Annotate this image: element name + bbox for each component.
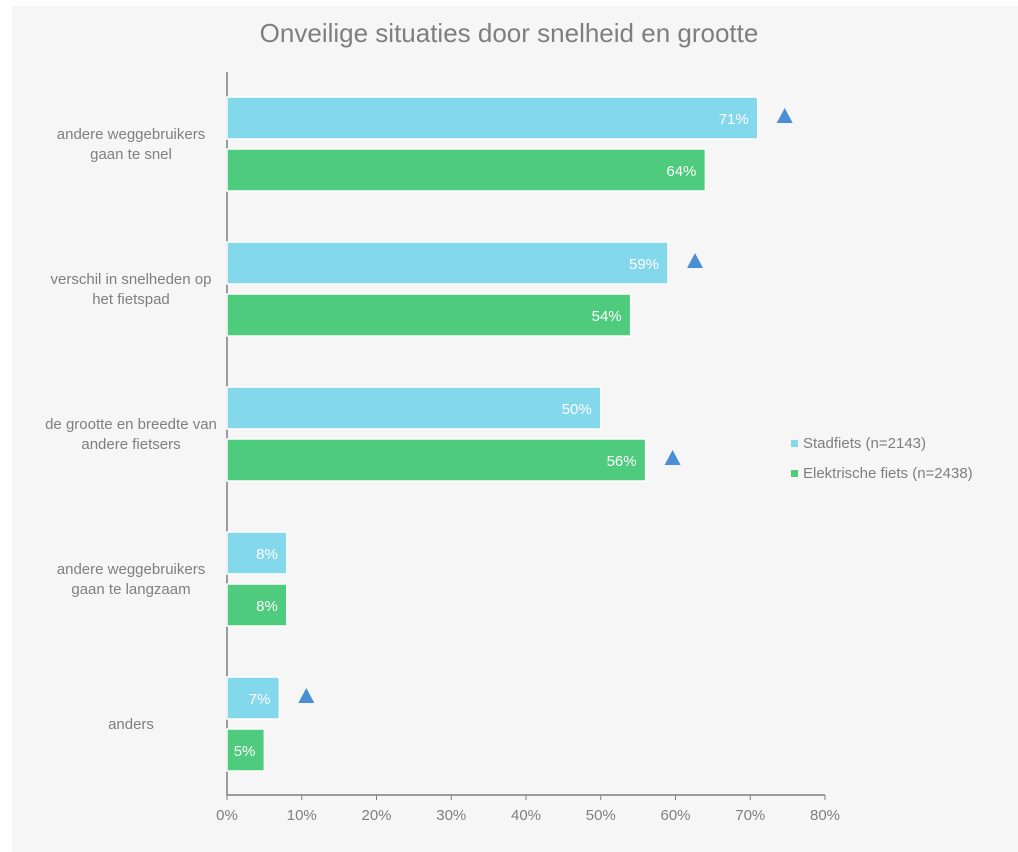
category-label: anders xyxy=(108,716,154,733)
bar-value-label: 7% xyxy=(249,691,271,708)
category-label: gaan te langzaam xyxy=(71,581,190,598)
bar-value-label: 5% xyxy=(234,743,256,760)
legend-label-stadfiets: Stadfiets (n=2143) xyxy=(803,434,926,452)
chart-title: Onveilige situaties door snelheid en gro… xyxy=(259,18,759,48)
bar-value-label: 59% xyxy=(629,256,659,273)
significance-marker-icon xyxy=(298,688,315,703)
x-tick-label: 0% xyxy=(216,807,238,824)
legend: Stadfiets (n=2143) Elektrische fiets (n=… xyxy=(791,428,973,488)
category-label: de grootte en breedte van xyxy=(45,416,217,433)
category-label: andere weggebruikers xyxy=(57,126,205,143)
legend-item-elektrische-fiets: Elektrische fiets (n=2438) xyxy=(791,458,973,488)
bar-value-label: 71% xyxy=(719,111,749,128)
bar xyxy=(226,96,759,140)
bar xyxy=(226,583,288,627)
x-tick-label: 10% xyxy=(287,807,317,824)
category-label: gaan te snel xyxy=(90,146,172,163)
bar-value-label: 8% xyxy=(256,598,278,615)
legend-label-elektrische-fiets: Elektrische fiets (n=2438) xyxy=(803,464,973,482)
category-label: het fietspad xyxy=(92,291,170,308)
category-label: andere fietsers xyxy=(81,436,180,453)
bar xyxy=(226,241,669,285)
significance-marker-icon xyxy=(664,450,681,465)
bar xyxy=(226,676,281,720)
bar-value-label: 8% xyxy=(256,546,278,563)
x-tick-label: 70% xyxy=(735,807,765,824)
bar-value-label: 54% xyxy=(592,308,622,325)
x-tick-label: 30% xyxy=(436,807,466,824)
legend-swatch-stadfiets xyxy=(791,439,798,447)
legend-item-stadfiets: Stadfiets (n=2143) xyxy=(791,428,973,458)
bar xyxy=(226,531,288,575)
x-tick-label: 40% xyxy=(511,807,541,824)
x-tick-label: 20% xyxy=(361,807,391,824)
bar xyxy=(226,438,647,482)
category-label: verschil in snelheden op xyxy=(51,271,212,288)
bar xyxy=(226,293,632,337)
x-tick-label: 50% xyxy=(586,807,616,824)
x-tick-label: 60% xyxy=(660,807,690,824)
legend-swatch-elektrische-fiets xyxy=(791,469,798,477)
x-tick-label: 80% xyxy=(810,807,840,824)
bar xyxy=(226,148,707,192)
category-label: andere weggebruikers xyxy=(57,561,205,578)
significance-marker-icon xyxy=(687,253,704,268)
bar-value-label: 50% xyxy=(562,401,592,418)
significance-marker-icon xyxy=(776,108,793,123)
bar xyxy=(226,386,602,430)
bar-value-label: 56% xyxy=(607,453,637,470)
bar xyxy=(226,728,266,772)
bar-value-label: 64% xyxy=(666,163,696,180)
